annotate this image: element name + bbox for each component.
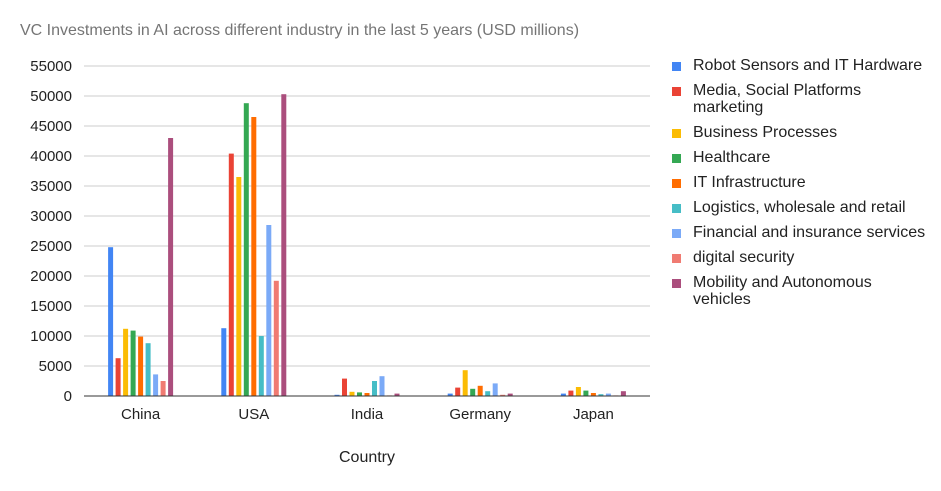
bar: [575, 387, 581, 396]
bar: [568, 390, 574, 396]
bar: [138, 336, 144, 396]
legend-swatch: [672, 154, 681, 163]
legend-item: IT Infrastructure: [672, 174, 934, 191]
bar: [357, 392, 362, 396]
x-tick-label: Japan: [573, 406, 614, 423]
bar: [447, 393, 453, 396]
legend-swatch: [672, 279, 681, 288]
grid-lines: [84, 65, 650, 367]
legend-item: Mobility and Autonomous vehicles: [672, 274, 934, 308]
legend-item: Healthcare: [672, 149, 934, 166]
x-axis-ticks: China USA India Germany Japan: [121, 406, 614, 423]
legend-swatch: [672, 129, 681, 138]
bar: [620, 391, 626, 396]
bar: [507, 393, 513, 396]
bar: [372, 381, 377, 396]
bar: [160, 381, 166, 396]
bar: [281, 94, 287, 396]
bar: [492, 383, 498, 396]
x-tick-label: USA: [238, 406, 269, 423]
bar: [583, 390, 589, 396]
legend-label: Financial and insurance services: [693, 224, 926, 241]
y-tick-label: 25000: [30, 238, 72, 255]
legend-label: Mobility and Autonomous vehicles: [693, 274, 872, 308]
bar: [590, 393, 596, 396]
bar: [221, 328, 227, 396]
bar: [243, 103, 249, 396]
bars: [108, 94, 626, 396]
bar: [115, 358, 121, 396]
y-axis-ticks: 0 5000 10000 15000 20000 25000 30000 35000 40000…: [30, 58, 72, 405]
bar: [266, 225, 272, 396]
bar: [477, 385, 483, 396]
legend-label: IT Infrastructure: [693, 174, 806, 191]
legend-label: Logistics, wholesale and retail: [693, 199, 906, 216]
x-tick-label: China: [121, 406, 161, 423]
legend-item: Media, Social Platforms marketing: [672, 82, 934, 116]
bar: [123, 328, 129, 396]
bar: [349, 391, 355, 396]
legend-item: Financial and insurance services: [672, 224, 934, 241]
legend-swatch: [672, 179, 681, 188]
bar: [455, 387, 461, 396]
bar: [334, 394, 340, 396]
y-tick-label: 5000: [39, 358, 72, 375]
bar: [462, 370, 468, 396]
bar: [108, 247, 114, 396]
bar: [228, 153, 234, 396]
legend-label: Business Processes: [693, 124, 838, 141]
y-tick-label: 20000: [30, 268, 72, 285]
legend: Robot Sensors and IT Hardware Media, Soci…: [672, 57, 934, 316]
bar: [251, 117, 257, 396]
bar: [364, 393, 370, 396]
y-tick-label: 15000: [30, 298, 72, 315]
legend-label: Robot Sensors and IT Hardware: [693, 57, 923, 74]
bar: [342, 378, 347, 396]
bar: [500, 394, 506, 396]
legend-label: Healthcare: [693, 149, 771, 166]
legend-item: Logistics, wholesale and retail: [672, 199, 934, 216]
y-tick-label: 0: [64, 388, 72, 405]
legend-swatch: [672, 87, 681, 96]
y-tick-label: 45000: [30, 118, 72, 135]
legend-swatch: [672, 229, 681, 238]
legend-label: Media, Social Platforms marketing: [693, 82, 862, 116]
bar: [379, 376, 385, 396]
legend-item: Business Processes: [672, 124, 934, 141]
y-tick-label: 50000: [30, 88, 72, 105]
legend-label: digital security: [693, 249, 795, 266]
bar: [145, 343, 151, 396]
bar: [153, 374, 159, 396]
y-tick-label: 55000: [30, 58, 72, 75]
y-tick-label: 10000: [30, 328, 72, 345]
legend-swatch: [672, 254, 681, 263]
bar: [168, 138, 174, 396]
legend-swatch: [672, 62, 681, 71]
legend-item: digital security: [672, 249, 934, 266]
bar: [485, 391, 491, 396]
bar: [470, 388, 476, 396]
bar: [273, 280, 279, 396]
bar: [258, 336, 264, 396]
y-tick-label: 30000: [30, 208, 72, 225]
legend-item: Robot Sensors and IT Hardware: [672, 57, 934, 74]
x-tick-label: India: [351, 406, 384, 423]
y-tick-label: 40000: [30, 148, 72, 165]
x-tick-label: Germany: [449, 406, 511, 423]
bar: [605, 393, 611, 396]
bar: [236, 177, 242, 396]
bar: [130, 330, 136, 396]
y-tick-label: 35000: [30, 178, 72, 195]
bar: [598, 394, 604, 396]
bar: [394, 393, 400, 396]
bar: [560, 393, 566, 396]
legend-swatch: [672, 204, 681, 213]
x-axis-title: Country: [339, 449, 395, 466]
chart-title: VC Investments in AI across different in…: [20, 22, 580, 39]
